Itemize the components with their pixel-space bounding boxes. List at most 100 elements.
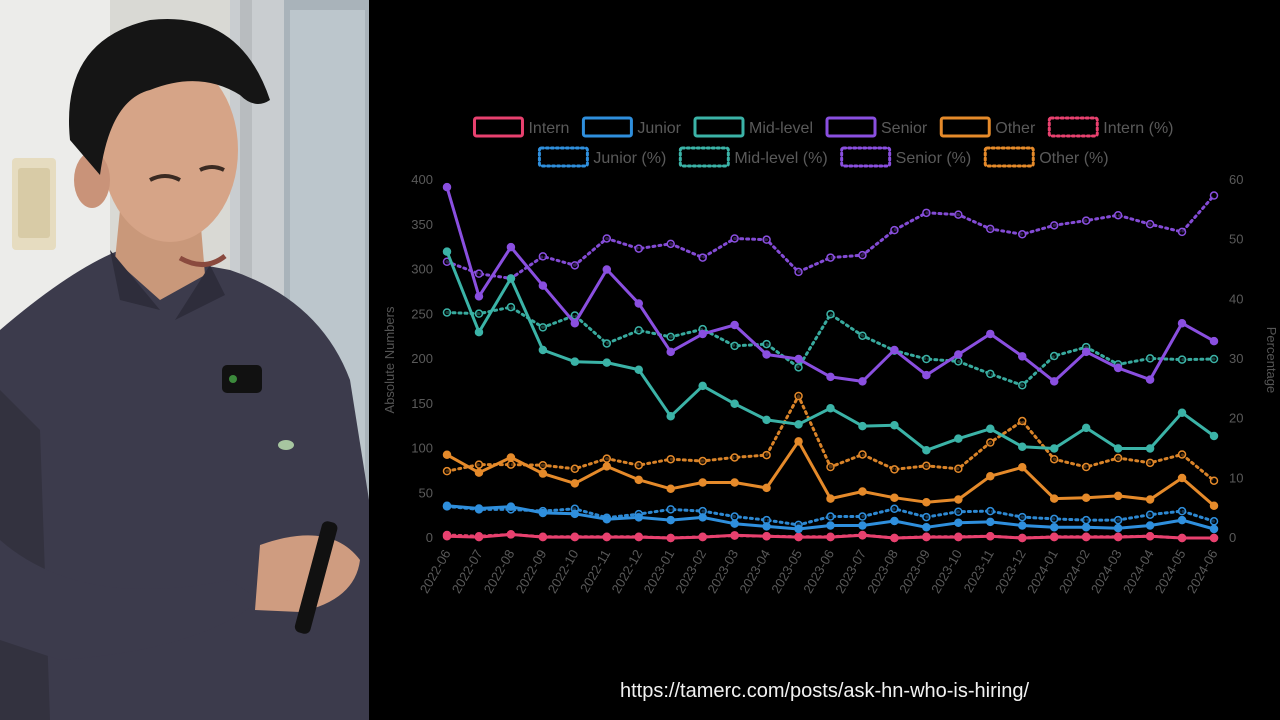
- point-mid-level: [1177, 355, 1187, 364]
- right-axis-title: Percentage: [1264, 327, 1279, 394]
- point-mid-level: [1145, 444, 1155, 453]
- right-tick-label: 40: [1229, 291, 1243, 306]
- point-junior: [1113, 523, 1123, 533]
- point-other: [538, 460, 548, 470]
- point-other: [474, 468, 484, 477]
- x-tick-label: 2022-10: [545, 547, 582, 596]
- point-senior: [538, 281, 548, 290]
- right-tick-label: 20: [1229, 411, 1243, 426]
- point-intern: [986, 531, 995, 541]
- point-mid-level: [442, 247, 452, 256]
- point-junior: [794, 524, 803, 534]
- point-intern: [1145, 531, 1155, 541]
- point-other: [1018, 463, 1027, 472]
- point-junior: [1081, 515, 1091, 525]
- point-senior: [1049, 221, 1059, 230]
- point-intern: [1209, 533, 1219, 543]
- legend-label-senior: Senior (%): [896, 150, 972, 167]
- left-tick-label: 100: [411, 441, 433, 456]
- point-junior: [1049, 514, 1059, 524]
- point-other: [986, 438, 995, 447]
- point-mid-level: [1049, 444, 1059, 453]
- point-junior: [986, 506, 995, 516]
- point-senior: [602, 265, 612, 274]
- point-junior: [666, 505, 675, 514]
- left-tick-label: 50: [419, 485, 433, 500]
- point-mid-level: [1145, 354, 1155, 363]
- point-senior: [1145, 219, 1155, 229]
- legend-label-mid-level: Mid-level (%): [734, 150, 827, 167]
- legend-swatch-other: [939, 116, 991, 138]
- point-other: [1049, 454, 1059, 464]
- series-layer: [442, 182, 1219, 543]
- point-mid-level: [1209, 431, 1219, 441]
- point-junior: [730, 512, 739, 521]
- point-senior: [442, 182, 452, 192]
- legend-swatch-junior: [581, 116, 633, 138]
- point-other: [730, 453, 739, 462]
- point-other: [634, 475, 643, 485]
- point-senior: [1113, 363, 1123, 373]
- point-junior: [922, 523, 931, 532]
- point-intern: [1081, 532, 1091, 542]
- point-junior: [634, 513, 643, 522]
- point-senior: [986, 329, 995, 339]
- point-mid-level: [890, 420, 899, 430]
- point-senior: [506, 242, 516, 252]
- point-mid-level: [698, 381, 707, 391]
- point-other: [538, 469, 548, 478]
- point-senior: [1145, 375, 1155, 384]
- point-other: [1018, 416, 1027, 426]
- point-mid-level: [858, 331, 867, 340]
- point-junior: [1209, 524, 1219, 534]
- line-chart: Intern Junior Mid-level Senior Other Intern (…: [382, 116, 1279, 596]
- left-tick-label: 300: [411, 262, 433, 277]
- legend-label-intern: Intern: [528, 120, 569, 137]
- point-other: [922, 497, 931, 507]
- point-senior: [826, 372, 835, 382]
- point-junior: [1209, 517, 1219, 526]
- point-junior: [986, 517, 995, 527]
- point-junior: [890, 504, 899, 514]
- point-mid-level: [922, 446, 931, 455]
- point-intern: [634, 532, 643, 542]
- point-senior: [634, 299, 643, 308]
- point-other: [506, 460, 516, 469]
- point-junior: [1113, 515, 1123, 525]
- chart-legend: Intern Junior Mid-level Senior Other Intern (…: [472, 116, 1174, 168]
- point-mid-level: [1081, 423, 1091, 433]
- point-junior: [954, 518, 963, 528]
- presenter-illustration: [0, 0, 369, 720]
- point-intern: [858, 531, 867, 540]
- point-other: [858, 450, 867, 459]
- point-junior: [538, 508, 548, 518]
- point-other: [570, 479, 580, 488]
- point-intern: [954, 532, 963, 542]
- point-senior: [730, 234, 739, 243]
- point-senior: [474, 269, 484, 278]
- point-senior: [986, 224, 995, 234]
- x-axis: 2022-062022-072022-082022-092022-102022-…: [417, 547, 1221, 596]
- point-intern: [1049, 532, 1059, 542]
- point-other: [794, 391, 803, 401]
- point-mid-level: [538, 345, 548, 355]
- point-other: [1209, 501, 1219, 511]
- point-mid-level: [1018, 381, 1027, 390]
- right-tick-label: 0: [1229, 530, 1236, 545]
- point-mid-level: [634, 365, 643, 374]
- point-senior: [666, 347, 675, 357]
- point-senior: [954, 210, 963, 219]
- left-tick-label: 350: [411, 217, 433, 232]
- legend-label-mid-level: Mid-level: [749, 120, 813, 137]
- series-line-mid-level: [445, 251, 1215, 452]
- point-mid-level: [986, 369, 995, 379]
- point-mid-level: [954, 357, 963, 366]
- point-junior: [858, 521, 867, 530]
- point-other: [602, 462, 612, 471]
- point-senior: [890, 345, 899, 355]
- point-junior: [474, 504, 484, 513]
- point-senior: [1113, 210, 1123, 220]
- right-tick-label: 60: [1229, 172, 1243, 187]
- point-intern: [698, 532, 707, 542]
- point-other: [1049, 494, 1059, 503]
